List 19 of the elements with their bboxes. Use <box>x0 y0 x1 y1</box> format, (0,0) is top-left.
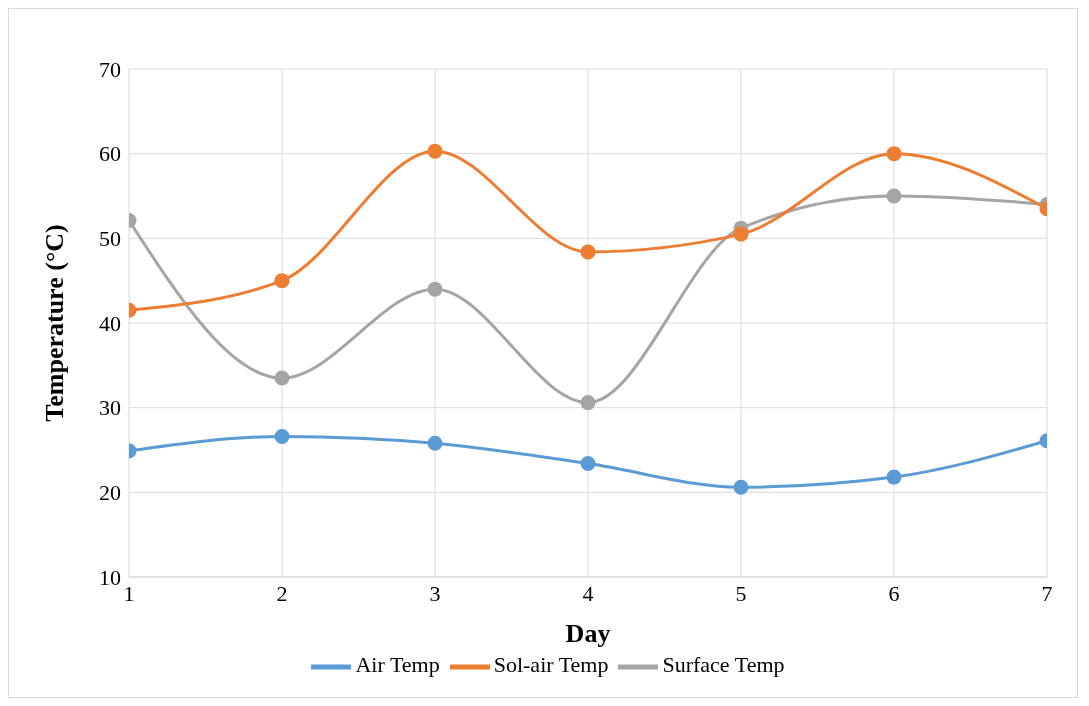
x-tick-label: 1 <box>123 580 135 606</box>
x-tick-label: 2 <box>276 580 288 606</box>
legend-label: Surface Temp <box>662 652 785 678</box>
y-tick-label: 10 <box>99 564 121 590</box>
y-tick-label: 60 <box>99 141 121 167</box>
y-tick-label: 50 <box>99 226 121 252</box>
y-tick-label: 70 <box>99 56 121 82</box>
legend-label: Sol-air Temp <box>493 652 609 678</box>
y-tick-label: 20 <box>99 480 121 506</box>
x-tick-label: 4 <box>582 580 594 606</box>
legend-label: Air Temp <box>355 652 440 678</box>
x-axis-title: Day <box>565 619 611 648</box>
x-tick-label: 6 <box>888 580 900 606</box>
x-tick-label: 7 <box>1041 580 1053 606</box>
y-axis-title: Temperature (°C) <box>40 224 70 422</box>
y-tick-label: 30 <box>99 395 121 421</box>
x-tick-label: 3 <box>429 580 441 606</box>
y-tick-label: 40 <box>99 310 121 336</box>
x-tick-label: 5 <box>735 580 747 606</box>
